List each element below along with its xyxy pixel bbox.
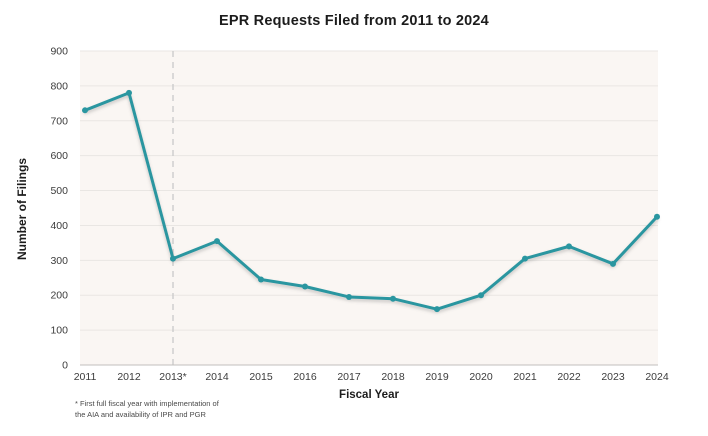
x-tick-label: 2016 — [293, 371, 317, 383]
y-tick-label: 100 — [50, 325, 68, 337]
data-point-marker — [82, 107, 88, 114]
data-point-marker — [346, 293, 352, 300]
data-point-marker — [478, 292, 484, 299]
data-point-marker — [170, 255, 176, 262]
chart-title: EPR Requests Filed from 2011 to 2024 — [219, 13, 489, 29]
data-point-marker — [390, 295, 396, 302]
x-tick-label: 2021 — [513, 371, 537, 383]
x-tick-label: 2012 — [117, 371, 141, 383]
y-tick-label: 800 — [50, 80, 68, 92]
data-point-marker — [654, 213, 660, 220]
x-tick-label: 2022 — [557, 371, 581, 383]
x-tick-label: 2013* — [159, 371, 186, 383]
x-tick-label: 2014 — [205, 371, 229, 383]
footnote-line-2: the AIA and availability of IPR and PGR — [75, 410, 206, 420]
y-tick-label: 500 — [50, 185, 68, 197]
y-tick-label: 600 — [50, 150, 68, 162]
x-tick-label: 2019 — [425, 371, 449, 383]
data-point-marker — [566, 243, 572, 250]
series-line — [83, 91, 659, 311]
y-tick-label: 700 — [50, 115, 68, 127]
x-tick-label: 2018 — [381, 371, 405, 383]
y-tick-label: 0 — [62, 360, 68, 372]
x-tick-label: 2023 — [601, 371, 625, 383]
data-point-marker — [214, 238, 220, 245]
x-tick-label: 2017 — [337, 371, 361, 383]
x-tick-label: 2015 — [249, 371, 273, 383]
x-axis-title: Fiscal Year — [339, 389, 399, 401]
data-point-marker — [610, 260, 616, 267]
data-point-marker — [258, 276, 264, 283]
data-point-marker — [126, 89, 132, 96]
footnote-line-1: * First full fiscal year with implementa… — [75, 399, 219, 408]
chart-footnote: * First full fiscal year with implementa… — [75, 398, 219, 421]
data-point-marker — [302, 283, 308, 290]
x-tick-label: 2020 — [469, 371, 493, 383]
y-tick-label: 300 — [50, 255, 68, 267]
x-tick-label: 2011 — [74, 371, 97, 383]
plot-area-background — [80, 51, 658, 365]
x-tick-label: 2024 — [645, 371, 669, 383]
data-point-marker — [522, 255, 528, 262]
data-point-marker — [434, 306, 440, 313]
y-tick-label: 200 — [50, 290, 68, 302]
y-tick-label: 900 — [50, 46, 68, 58]
y-tick-label: 400 — [50, 220, 68, 232]
